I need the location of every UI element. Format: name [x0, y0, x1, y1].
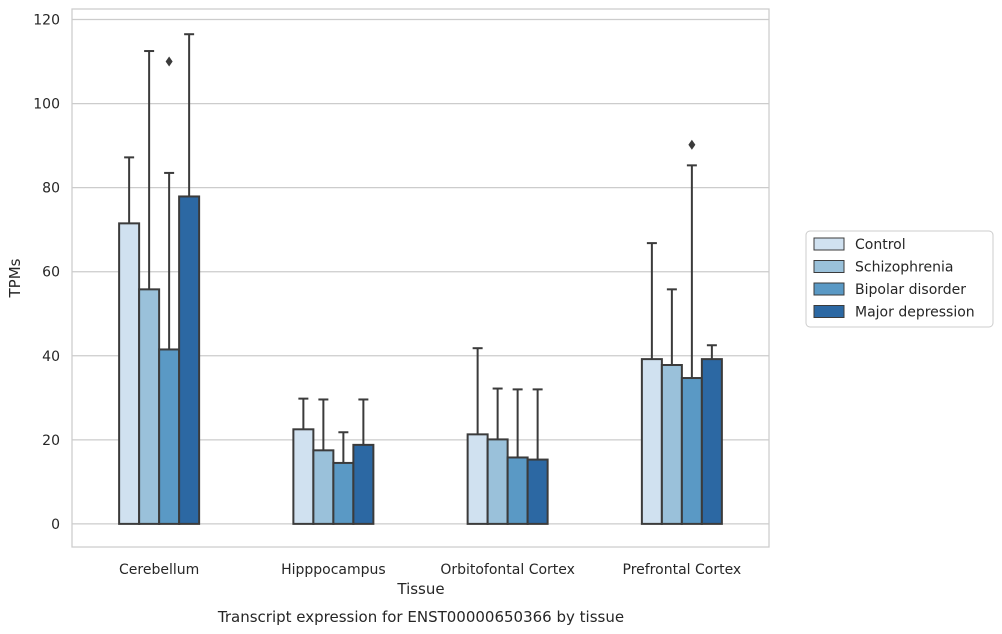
chart-title: Transcript expression for ENST0000065036…: [217, 608, 624, 626]
y-tick-label: 80: [42, 181, 60, 197]
x-tick-label: Cerebellum: [119, 562, 199, 578]
legend-swatch: [813, 237, 845, 251]
bar: [640, 358, 663, 525]
x-tick-label: Prefrontal Cortex: [623, 562, 742, 578]
x-tick-label: Orbitofontal Cortex: [440, 562, 575, 578]
bar: [486, 438, 509, 525]
y-tick-label: 40: [42, 349, 60, 365]
y-tick-label: 20: [42, 433, 60, 449]
legend-label: Major depression: [855, 305, 975, 321]
legend: Control Schizophrenia Bipolar disorder Majo…: [805, 230, 994, 328]
bar: [118, 222, 141, 525]
bar: [526, 458, 549, 525]
bar: [352, 443, 375, 525]
legend-swatch: [813, 260, 845, 273]
legend-swatch: [813, 305, 845, 318]
x-tick-label: Hipppocampus: [281, 562, 386, 578]
plot-frame: [71, 8, 770, 548]
bar: [332, 461, 355, 525]
legend-label: Control: [855, 237, 906, 253]
outlier-markers: [165, 56, 696, 150]
outlier-marker: [165, 56, 173, 67]
bar: [158, 348, 181, 525]
error-bars: [124, 33, 717, 463]
bar: [700, 358, 723, 525]
bar: [178, 195, 201, 525]
y-tick-label: 0: [51, 517, 60, 533]
bar: [680, 377, 703, 525]
bar: [466, 433, 489, 525]
x-axis-label: Tissue: [396, 580, 444, 598]
legend-label: Schizophrenia: [855, 260, 953, 276]
y-axis-label: TPMs: [6, 258, 24, 298]
bars: [118, 195, 723, 525]
legend-swatch: [813, 282, 845, 296]
bar: [312, 449, 335, 525]
legend-items: Control Schizophrenia Bipolar disorder Majo…: [813, 237, 975, 321]
bar: [506, 456, 529, 525]
legend-box: [805, 230, 994, 328]
x-tick-labels: Cerebellum Hipppocampus Orbitofontal Corte…: [119, 562, 741, 578]
bar: [138, 288, 161, 525]
bar: [660, 364, 683, 525]
y-tick-label: 100: [33, 97, 60, 113]
y-tick-label: 60: [42, 265, 60, 281]
y-tick-label: 120: [33, 13, 60, 29]
bar: [292, 428, 315, 525]
legend-label: Bipolar disorder: [855, 282, 966, 298]
outlier-marker: [688, 139, 696, 150]
y-tick-labels: 0 20 40 60 80 100 120: [33, 13, 60, 533]
